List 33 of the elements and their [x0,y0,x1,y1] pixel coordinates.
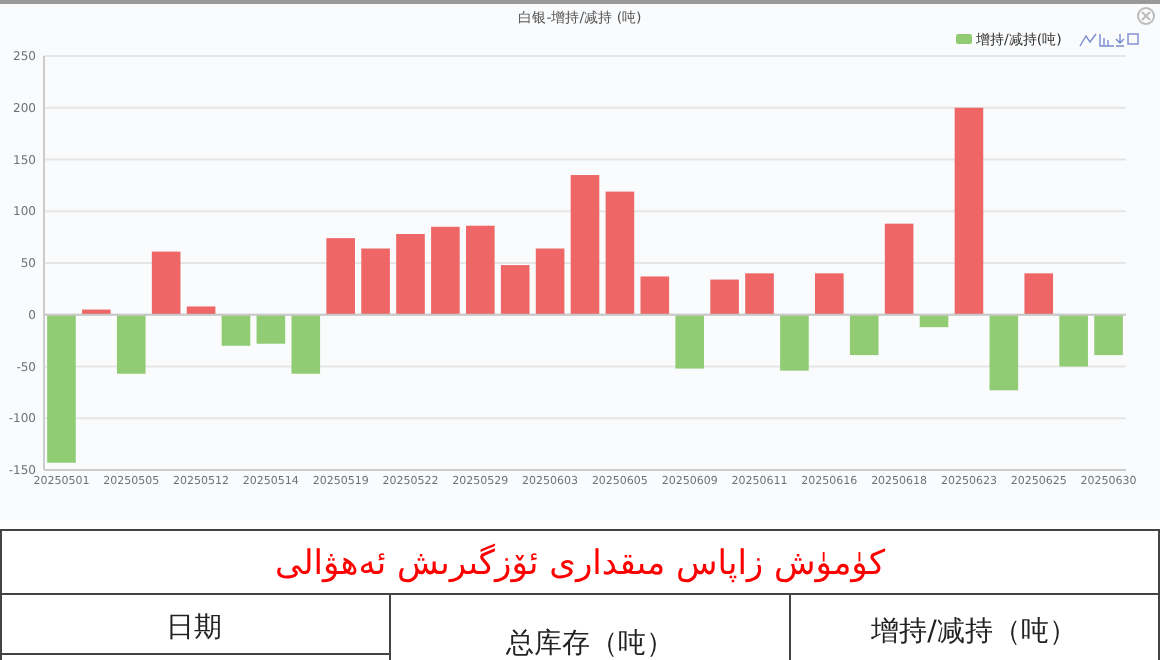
bar [291,314,321,374]
bar [640,276,670,315]
bar [151,251,181,315]
bar [326,238,355,315]
bar [221,314,251,346]
bar [431,226,460,315]
bar [116,314,146,374]
bar [710,279,739,315]
text: 增持/减持（吨） [869,616,1077,648]
bar [1094,314,1123,356]
bar [47,314,76,463]
bar [361,248,390,315]
bar [815,273,844,315]
bar [256,314,286,344]
bar [1059,314,1088,367]
bar [570,175,600,315]
bar [884,223,914,315]
bar [396,234,425,315]
bar [1024,273,1054,315]
bar [989,314,1019,391]
bar [500,265,530,315]
bar [745,273,774,315]
text: 总库存（吨） [504,628,674,660]
bar [954,107,984,315]
bar [849,314,879,356]
bar [605,191,635,315]
bar [535,248,565,315]
bar [675,314,705,369]
bar [465,225,495,315]
bar [186,306,216,315]
text: كۈمۈش زاپاس مىقدارى ئۆزگىرىش ئەھۋالى [274,542,887,584]
text: 日期 [166,612,222,644]
bar [780,314,809,371]
